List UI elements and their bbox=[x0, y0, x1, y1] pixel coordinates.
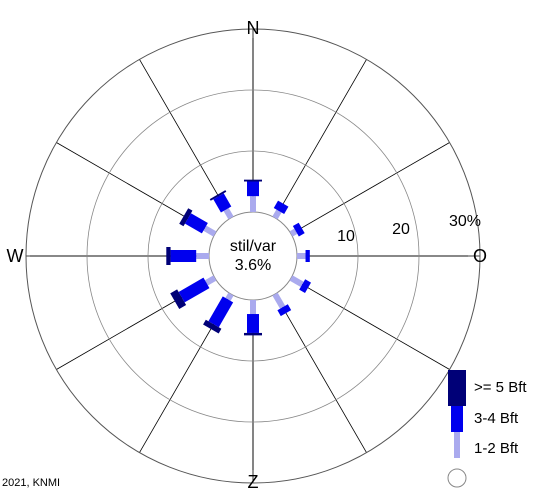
bar-segment bbox=[225, 292, 234, 301]
bar-n-1-2-bft bbox=[250, 196, 256, 212]
legend-label-1-2-bft: 1-2 Bft bbox=[474, 440, 519, 457]
bar-segment bbox=[250, 300, 256, 315]
ring-label-30: 30% bbox=[449, 213, 481, 230]
bar-nno-3-4-bft bbox=[273, 200, 289, 215]
bar-segment bbox=[166, 247, 171, 265]
bar-nnw-5-bft bbox=[209, 190, 227, 201]
bar-ozo-3-4-bft bbox=[299, 279, 312, 293]
compass-label-north: N bbox=[247, 18, 260, 38]
chart-bars bbox=[166, 179, 312, 336]
bar-wzw-1-2-bft bbox=[204, 275, 217, 286]
bar-segment bbox=[244, 179, 262, 182]
bar-segment bbox=[213, 193, 232, 213]
bar-segment bbox=[277, 304, 292, 317]
chart-grid bbox=[25, 28, 481, 484]
bar-segment bbox=[305, 250, 310, 262]
compass-label-south: Z bbox=[248, 472, 259, 490]
ring-label-20: 20 bbox=[392, 221, 410, 238]
bar-w-3-4-bft bbox=[170, 250, 197, 262]
bar-z-1-2-bft bbox=[250, 300, 256, 315]
legend-swatch-3-4-bft bbox=[451, 406, 463, 432]
legend-swatch-5-bft bbox=[448, 370, 466, 406]
bar-zzo-1-2-bft bbox=[272, 292, 286, 309]
legend-label-5-bft: >= 5 Bft bbox=[474, 379, 527, 396]
bar-segment bbox=[223, 207, 234, 220]
bar-segment bbox=[170, 250, 197, 262]
bar-w-1-2-bft bbox=[196, 253, 210, 259]
bar-segment bbox=[209, 190, 227, 201]
bar-zzw-5-bft bbox=[203, 319, 222, 334]
ring-label-10: 10 bbox=[337, 228, 355, 245]
bar-nno-1-2-bft bbox=[272, 209, 282, 220]
bar-ono-1-2-bft bbox=[289, 228, 298, 237]
bar-ozo-1-2-bft bbox=[289, 275, 304, 288]
bar-wnw-5-bft bbox=[179, 208, 193, 227]
bar-segment bbox=[247, 314, 259, 333]
compass-label-east: O bbox=[473, 246, 487, 266]
bar-segment bbox=[208, 296, 234, 328]
bar-wnw-1-2-bft bbox=[203, 225, 217, 237]
bar-z-5-bft bbox=[244, 332, 262, 336]
bar-segment bbox=[289, 275, 304, 288]
bar-segment bbox=[170, 289, 187, 309]
bar-ono-3-4-bft bbox=[292, 222, 305, 237]
copyright-text: 2021, KNMI bbox=[2, 477, 60, 489]
calm-circle bbox=[208, 211, 298, 301]
bar-segment bbox=[250, 196, 256, 212]
grid-ring-20 bbox=[86, 89, 420, 423]
bar-w-5-bft bbox=[166, 247, 171, 265]
legend-calm-circle bbox=[447, 468, 467, 488]
bar-n-3-4-bft bbox=[247, 181, 259, 197]
bar-segment bbox=[203, 319, 222, 334]
legend-label-3-4-bft: 3-4 Bft bbox=[474, 410, 519, 427]
grid-ring-10 bbox=[147, 150, 359, 362]
bar-segment bbox=[247, 181, 259, 197]
bar-wzw-5-bft bbox=[170, 289, 187, 309]
bar-o-1-2-bft bbox=[296, 253, 306, 259]
bar-nnw-1-2-bft bbox=[223, 207, 234, 220]
bar-segment bbox=[244, 332, 262, 336]
bar-segment bbox=[184, 213, 208, 234]
bar-zzw-3-4-bft bbox=[208, 296, 234, 328]
bar-o-3-4-bft bbox=[305, 250, 310, 262]
bar-segment bbox=[272, 292, 286, 309]
legend-swatch-1-2-bft bbox=[454, 432, 460, 458]
chart-legend: >= 5 Bft 3-4 Bft 1-2 Bft bbox=[447, 370, 527, 488]
bar-segment bbox=[203, 225, 217, 237]
bar-zzw-1-2-bft bbox=[225, 292, 234, 301]
chart-labels: N O Z W 10 20 30% stil/var 3.6% 2021, KN… bbox=[2, 18, 487, 490]
bar-segment bbox=[299, 279, 312, 293]
bar-nnw-3-4-bft bbox=[213, 193, 232, 213]
bar-segment bbox=[272, 209, 282, 220]
bar-segment bbox=[204, 275, 217, 286]
bar-z-3-4-bft bbox=[247, 314, 259, 333]
bar-wzw-3-4-bft bbox=[178, 277, 210, 303]
bar-segment bbox=[178, 277, 210, 303]
bar-segment bbox=[296, 253, 306, 259]
bar-n-5-bft bbox=[244, 179, 262, 182]
bar-segment bbox=[179, 208, 193, 227]
compass-label-west: W bbox=[7, 246, 24, 266]
grid-ring-30 bbox=[25, 28, 481, 484]
bar-segment bbox=[196, 253, 210, 259]
bar-segment bbox=[273, 200, 289, 215]
bar-segment bbox=[289, 228, 298, 237]
calm-label: stil/var bbox=[230, 238, 277, 255]
bar-zzo-3-4-bft bbox=[277, 304, 292, 317]
bar-segment bbox=[292, 222, 305, 237]
calm-value: 3.6% bbox=[235, 257, 271, 274]
bar-wnw-3-4-bft bbox=[184, 213, 208, 234]
